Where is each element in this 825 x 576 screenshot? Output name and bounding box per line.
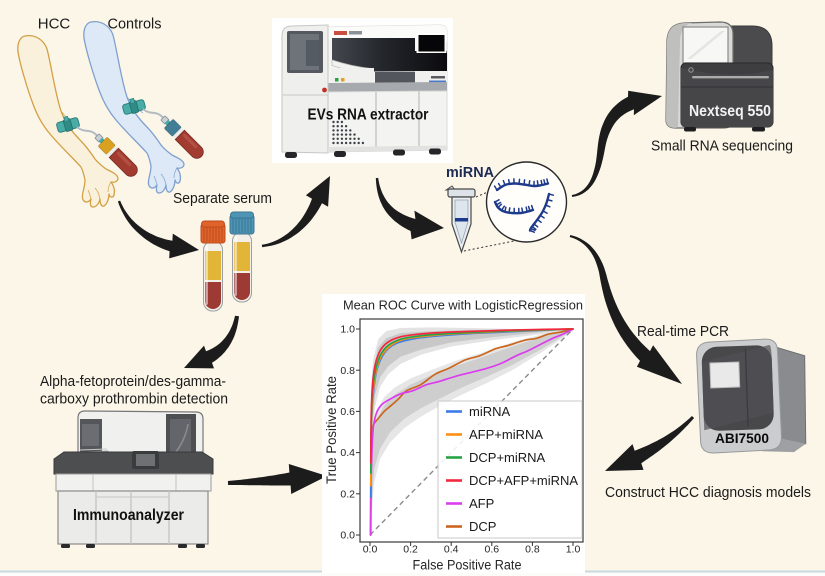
- svg-text:AFP: AFP: [469, 496, 494, 511]
- svg-text:Nextseq 550: Nextseq 550: [689, 103, 771, 120]
- svg-text:0.8: 0.8: [340, 365, 355, 377]
- svg-text:0.2: 0.2: [403, 544, 418, 556]
- svg-text:1.0: 1.0: [566, 544, 581, 556]
- svg-text:carboxy prothrombin detection: carboxy prothrombin detection: [40, 391, 228, 408]
- svg-text:0.8: 0.8: [525, 544, 540, 556]
- svg-text:HCC: HCC: [38, 16, 71, 33]
- svg-text:DCP+AFP+miRNA: DCP+AFP+miRNA: [469, 473, 578, 488]
- svg-text:1.0: 1.0: [340, 324, 355, 336]
- svg-text:False Positive Rate: False Positive Rate: [413, 558, 522, 573]
- svg-text:0.4: 0.4: [340, 447, 355, 459]
- svg-text:EVs RNA extractor: EVs RNA extractor: [308, 107, 429, 124]
- svg-text:0.6: 0.6: [340, 406, 355, 418]
- svg-text:0.4: 0.4: [444, 544, 459, 556]
- svg-text:Small RNA sequencing: Small RNA sequencing: [651, 138, 793, 155]
- svg-text:Immunoanalyzer: Immunoanalyzer: [73, 507, 184, 524]
- svg-text:Real-time PCR: Real-time PCR: [637, 323, 729, 340]
- svg-text:0.0: 0.0: [363, 544, 378, 556]
- svg-text:ABI7500: ABI7500: [715, 431, 769, 446]
- svg-text:0.6: 0.6: [484, 544, 499, 556]
- svg-text:0.2: 0.2: [340, 488, 355, 500]
- svg-text:miRNA: miRNA: [469, 404, 510, 419]
- svg-text:AFP+miRNA: AFP+miRNA: [469, 427, 543, 442]
- svg-text:Mean ROC Curve with LogisticRe: Mean ROC Curve with LogisticRegression: [343, 298, 583, 313]
- svg-text:True Positive Rate: True Positive Rate: [324, 376, 339, 484]
- svg-text:0.0: 0.0: [340, 530, 355, 542]
- svg-text:miRNA: miRNA: [446, 164, 494, 181]
- svg-text:DCP: DCP: [469, 519, 496, 534]
- svg-text:Controls: Controls: [108, 16, 162, 33]
- svg-text:Alpha-fetoprotein/des-gamma-: Alpha-fetoprotein/des-gamma-: [40, 373, 226, 390]
- svg-text:DCP+miRNA: DCP+miRNA: [469, 450, 546, 465]
- svg-text:Separate serum: Separate serum: [173, 190, 272, 207]
- svg-text:Construct HCC diagnosis models: Construct HCC diagnosis models: [605, 484, 811, 501]
